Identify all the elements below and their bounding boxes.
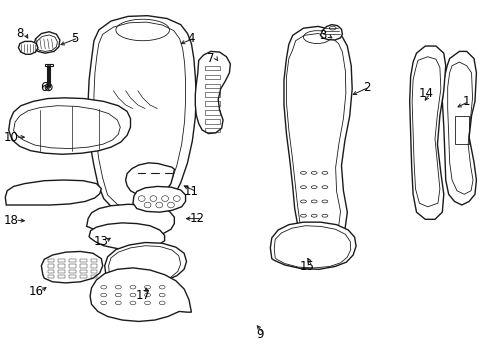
Polygon shape xyxy=(5,180,101,205)
Polygon shape xyxy=(41,251,103,283)
Text: 12: 12 xyxy=(190,212,205,225)
Polygon shape xyxy=(133,186,186,212)
Text: 8: 8 xyxy=(16,27,24,40)
Text: 3: 3 xyxy=(319,29,327,42)
Polygon shape xyxy=(270,222,356,269)
Polygon shape xyxy=(105,243,187,284)
Polygon shape xyxy=(125,163,174,196)
Text: 7: 7 xyxy=(207,52,215,65)
Polygon shape xyxy=(19,41,38,54)
Polygon shape xyxy=(45,64,52,66)
Polygon shape xyxy=(284,26,352,239)
Text: 16: 16 xyxy=(29,285,44,298)
Text: 4: 4 xyxy=(188,32,195,45)
Polygon shape xyxy=(442,51,476,205)
Text: 15: 15 xyxy=(300,260,315,273)
Text: 11: 11 xyxy=(184,185,199,198)
Polygon shape xyxy=(90,268,192,321)
Polygon shape xyxy=(89,223,165,249)
Text: 5: 5 xyxy=(71,32,78,45)
Polygon shape xyxy=(88,16,196,214)
Text: 10: 10 xyxy=(4,131,19,144)
Polygon shape xyxy=(33,32,60,53)
Polygon shape xyxy=(410,46,446,219)
Polygon shape xyxy=(87,204,174,238)
Text: 18: 18 xyxy=(4,213,19,226)
Text: 1: 1 xyxy=(463,95,470,108)
Polygon shape xyxy=(196,51,230,134)
Polygon shape xyxy=(320,24,343,40)
Polygon shape xyxy=(9,98,130,154)
Text: 9: 9 xyxy=(256,328,263,341)
Text: 6: 6 xyxy=(41,81,48,94)
Text: 14: 14 xyxy=(419,87,434,100)
Text: 2: 2 xyxy=(363,81,370,94)
Text: 13: 13 xyxy=(94,235,109,248)
Text: 17: 17 xyxy=(135,288,150,302)
